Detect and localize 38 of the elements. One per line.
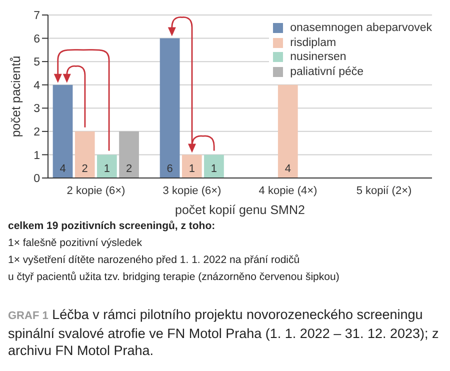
text: GRAF 1 Léčba v rámci pilotního projektu novorozeneckého screeningu spinální svalové atrofie ve FN Motol Praha (1. 1. 2022 – 31. 12. 2023); z archivu FN Motol Praha. xyxy=(8,306,440,359)
data-label: 1 xyxy=(104,163,110,175)
y-tick-label: 1 xyxy=(34,150,40,162)
y-tick-label: 7 xyxy=(34,10,40,22)
y-tick-label: 4 xyxy=(34,80,41,92)
legend-label: onasemnogen abeparvovek xyxy=(289,21,432,36)
y-tick-label: 0 xyxy=(34,173,40,186)
text: 1× falešně pozitivní výsledek xyxy=(8,236,143,251)
x-tick-label: 5 kopií (2×) xyxy=(356,184,412,197)
data-label: 1 xyxy=(210,163,218,175)
y-tick-label: 3 xyxy=(34,103,40,116)
legend-label: nusinersen xyxy=(289,50,348,64)
data-label: 4 xyxy=(60,163,66,175)
y-axis-title: počet pacientů xyxy=(9,56,23,138)
x-tick-label: 3 kopie (6×) xyxy=(162,184,222,197)
data-label: 2 xyxy=(126,163,132,175)
bar xyxy=(74,131,95,178)
y-tick-label: 5 xyxy=(34,56,40,69)
x-tick-label: 2 kopie (6×) xyxy=(66,184,126,197)
y-tick-label: 6 xyxy=(34,33,40,46)
bar xyxy=(204,154,224,178)
x-tick-label: 4 kopie (4×) xyxy=(258,184,318,197)
data-label: 1 xyxy=(188,163,195,175)
data-label: 6 xyxy=(166,163,173,175)
bar xyxy=(52,84,73,178)
bar xyxy=(182,154,202,178)
bar xyxy=(160,38,180,178)
bar xyxy=(119,131,139,178)
x-axis-title: počet kopií genu SMN2 xyxy=(175,203,306,217)
y-tick-label: 2 xyxy=(34,126,40,139)
text: 1× vyšetření dítěte narozeného před 1. 1. 2022 na přání rodičů xyxy=(8,253,301,268)
text: u čtyř pacientů užita tzv. bridging terapie (znázorněno červenou šipkou) xyxy=(8,270,340,285)
data-label: 4 xyxy=(284,163,291,175)
legend-label: risdiplam xyxy=(289,36,338,50)
bar xyxy=(97,154,117,178)
legend-label: paliativní péče xyxy=(289,64,365,79)
data-label: 2 xyxy=(82,163,88,175)
text: celkem 19 pozitivních screeningů, z toho: xyxy=(8,219,216,234)
